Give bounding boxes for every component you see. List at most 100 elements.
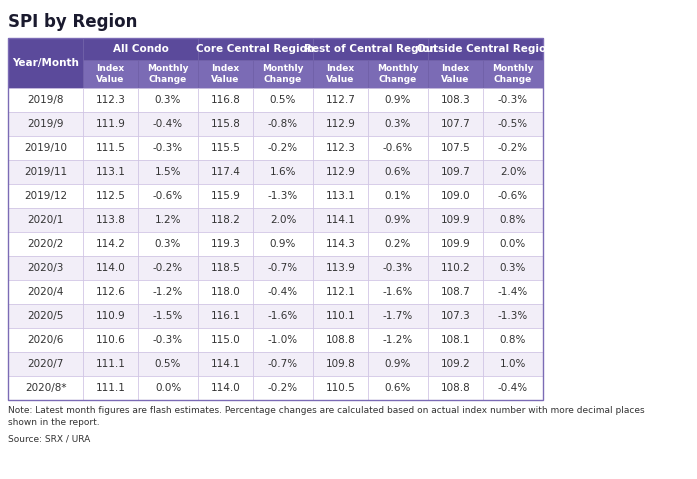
Text: 2020/6: 2020/6 [27, 335, 63, 345]
Text: 112.9: 112.9 [325, 119, 355, 129]
Bar [313, 280, 368, 304]
Bar [198, 60, 253, 88]
Bar [198, 88, 253, 112]
Bar [253, 376, 313, 400]
Text: 1.6%: 1.6% [270, 167, 296, 177]
Text: Monthly
Change: Monthly Change [492, 64, 534, 84]
Bar [8, 88, 83, 112]
Bar [428, 376, 483, 400]
Text: 0.5%: 0.5% [155, 359, 181, 369]
Bar [198, 160, 253, 184]
Text: Outside Central Region: Outside Central Region [418, 44, 554, 54]
Text: Index
Value: Index Value [96, 64, 125, 84]
Text: Rest of Central Region: Rest of Central Region [304, 44, 437, 54]
Text: 108.3: 108.3 [441, 95, 470, 105]
Bar [83, 232, 138, 256]
Bar [8, 160, 83, 184]
Text: 2019/9: 2019/9 [27, 119, 63, 129]
Text: 2019/8: 2019/8 [27, 95, 63, 105]
Bar [8, 184, 83, 208]
Bar [253, 256, 313, 280]
Bar [8, 376, 83, 400]
Bar [8, 352, 83, 376]
Bar [138, 328, 198, 352]
Bar [198, 352, 253, 376]
Text: Index
Value: Index Value [326, 64, 355, 84]
Bar [198, 112, 253, 136]
Text: 108.7: 108.7 [441, 287, 470, 297]
Text: -1.2%: -1.2% [383, 335, 413, 345]
Text: 0.3%: 0.3% [385, 119, 411, 129]
Text: 0.9%: 0.9% [385, 95, 411, 105]
Text: 0.3%: 0.3% [155, 95, 181, 105]
Bar [368, 160, 428, 184]
Text: 112.3: 112.3 [325, 143, 355, 153]
Bar [83, 256, 138, 280]
Bar [253, 60, 313, 88]
Bar [8, 328, 83, 352]
Text: 109.9: 109.9 [441, 239, 470, 249]
Bar [8, 38, 83, 88]
Text: 110.6: 110.6 [95, 335, 125, 345]
Bar [428, 184, 483, 208]
Bar [138, 160, 198, 184]
Text: 115.0: 115.0 [210, 335, 240, 345]
Bar [313, 38, 428, 60]
Text: 2020/4: 2020/4 [27, 287, 63, 297]
Bar [428, 160, 483, 184]
Bar [83, 328, 138, 352]
Text: Source: SRX / URA: Source: SRX / URA [8, 434, 90, 443]
Text: 2020/3: 2020/3 [27, 263, 63, 273]
Text: 0.0%: 0.0% [500, 239, 526, 249]
Bar [138, 208, 198, 232]
Text: -0.8%: -0.8% [268, 119, 298, 129]
Text: Year/Month: Year/Month [12, 58, 79, 68]
Text: 0.3%: 0.3% [155, 239, 181, 249]
Bar [313, 112, 368, 136]
Bar [83, 88, 138, 112]
Bar [313, 376, 368, 400]
Text: 116.8: 116.8 [210, 95, 240, 105]
Bar [428, 60, 483, 88]
Text: 111.1: 111.1 [95, 359, 125, 369]
Bar [138, 60, 198, 88]
Bar [313, 60, 368, 88]
Text: 114.1: 114.1 [325, 215, 355, 225]
Text: -0.4%: -0.4% [153, 119, 183, 129]
Text: -0.7%: -0.7% [268, 359, 298, 369]
Bar [253, 136, 313, 160]
Text: -0.2%: -0.2% [268, 383, 298, 393]
Text: 109.2: 109.2 [441, 359, 470, 369]
Text: -0.3%: -0.3% [498, 95, 528, 105]
Bar [198, 280, 253, 304]
Text: -0.4%: -0.4% [268, 287, 298, 297]
Bar [428, 352, 483, 376]
Text: 112.9: 112.9 [325, 167, 355, 177]
Text: 2020/8*: 2020/8* [25, 383, 66, 393]
Text: 2020/7: 2020/7 [27, 359, 63, 369]
Text: 107.3: 107.3 [441, 311, 470, 321]
Bar [428, 112, 483, 136]
Bar [483, 280, 543, 304]
Bar [483, 232, 543, 256]
Bar [313, 136, 368, 160]
Text: 0.9%: 0.9% [270, 239, 296, 249]
Text: -0.5%: -0.5% [498, 119, 528, 129]
Bar [483, 376, 543, 400]
Text: 0.5%: 0.5% [270, 95, 296, 105]
Bar [198, 376, 253, 400]
Text: -0.3%: -0.3% [153, 143, 183, 153]
Text: 2019/12: 2019/12 [24, 191, 67, 201]
Bar [428, 88, 483, 112]
Bar [138, 352, 198, 376]
Bar [483, 136, 543, 160]
Bar [83, 208, 138, 232]
Text: -1.3%: -1.3% [268, 191, 298, 201]
Bar [8, 256, 83, 280]
Text: All Condo: All Condo [112, 44, 169, 54]
Text: 115.5: 115.5 [210, 143, 240, 153]
Bar [138, 112, 198, 136]
Bar [483, 60, 543, 88]
Text: -1.5%: -1.5% [153, 311, 183, 321]
Bar [428, 304, 483, 328]
